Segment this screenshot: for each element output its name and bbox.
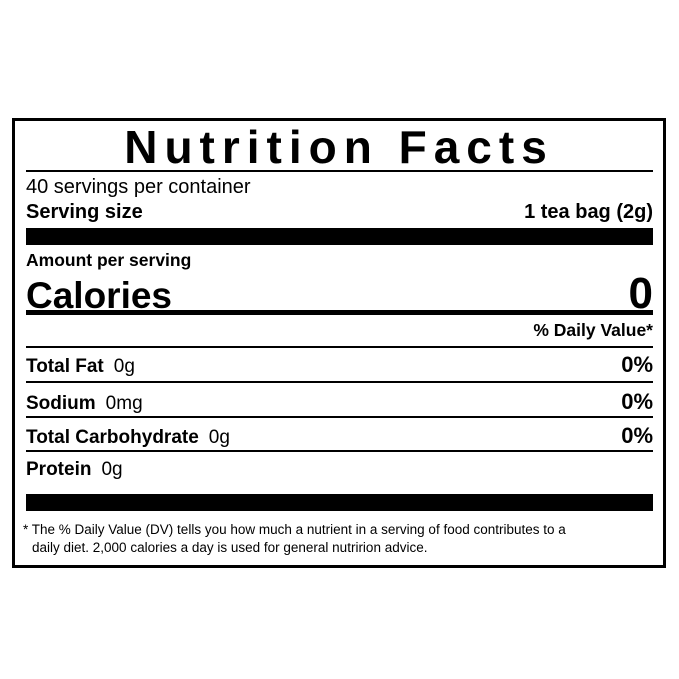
serving-size-value: 1 tea bag (2g) (524, 201, 653, 223)
nutrient-name: Sodium (26, 393, 96, 414)
nutrition-facts-label: Nutrition Facts 40 servings per containe… (12, 118, 666, 568)
medium-divider (26, 310, 653, 315)
nutrient-amount: 0mg (105, 393, 143, 414)
amount-per-serving-row: Amount per serving (26, 250, 653, 271)
label-title: Nutrition Facts (124, 121, 554, 173)
divider (26, 381, 653, 383)
nutrient-row-protein: Protein 0g (26, 459, 653, 481)
thick-divider (26, 494, 653, 511)
footnote-line-2: daily diet. 2,000 calories a day is used… (32, 540, 428, 555)
nutrient-row-total-fat: Total Fat 0g 0% (26, 352, 653, 378)
serving-size-row: Serving size 1 tea bag (2g) (26, 201, 653, 224)
footnote-line-1: * The % Daily Value (DV) tells you how m… (23, 522, 566, 537)
divider (26, 170, 653, 172)
nutrient-amount: 0g (101, 459, 123, 480)
calories-label: Calories (26, 275, 173, 316)
nutrient-amount: 0g (208, 427, 230, 448)
daily-value-header-row: % Daily Value* (26, 320, 653, 341)
nutrient-dv: 0% (621, 389, 653, 414)
amount-per-serving: Amount per serving (26, 250, 192, 270)
daily-value-header: % Daily Value* (533, 320, 653, 340)
servings-row: 40 servings per container (26, 176, 653, 199)
nutrient-name: Total Carbohydrate (26, 427, 199, 448)
nutrient-name: Protein (26, 459, 92, 480)
divider (26, 346, 653, 348)
servings-per-container: 40 servings per container (26, 176, 251, 198)
thick-divider (26, 228, 653, 245)
nutrient-name: Total Fat (26, 356, 104, 377)
serving-size-label: Serving size (26, 201, 143, 223)
nutrient-dv: 0% (621, 423, 653, 448)
divider (26, 416, 653, 418)
divider (26, 450, 653, 452)
nutrient-row-sodium: Sodium 0mg 0% (26, 389, 653, 415)
calories-value: 0 (628, 269, 653, 318)
calories-row: Calories 0 (26, 269, 653, 319)
nutrient-dv: 0% (621, 352, 653, 377)
nutrient-row-total-carbohydrate: Total Carbohydrate 0g 0% (26, 423, 653, 449)
nutrient-amount: 0g (113, 356, 135, 377)
footnote: * The % Daily Value (DV) tells you how m… (23, 521, 659, 557)
